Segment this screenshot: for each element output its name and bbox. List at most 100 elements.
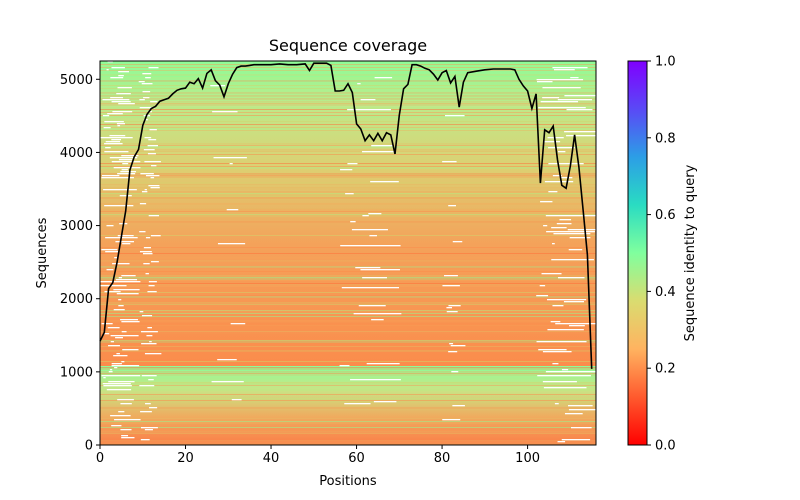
heatmap-row (100, 121, 596, 122)
heatmap-gap (538, 349, 567, 351)
heatmap-gap (149, 407, 158, 409)
heatmap-row (100, 325, 596, 326)
heatmap-row (100, 124, 596, 125)
heatmap-gap (120, 171, 137, 173)
heatmap-gap (106, 269, 114, 271)
heatmap-gap (148, 185, 160, 187)
heatmap-gap (566, 109, 593, 111)
heatmap-gap (121, 275, 136, 277)
y-tick-label: 5000 (60, 73, 93, 88)
heatmap-gap (542, 351, 572, 353)
heatmap-gap (552, 305, 564, 307)
heatmap-row (100, 394, 596, 395)
heatmap-gap (141, 315, 153, 317)
heatmap-gap (121, 435, 129, 437)
heatmap-gap (568, 405, 593, 407)
heatmap-gap (140, 173, 154, 175)
heatmap-row (100, 401, 596, 403)
heatmap-row (100, 145, 596, 146)
heatmap-row (100, 64, 596, 65)
heatmap-row (100, 167, 596, 169)
heatmap-gap (558, 151, 566, 153)
heatmap-gap (111, 363, 122, 365)
heatmap-gap (122, 349, 139, 351)
colorbar-label: Sequence identity to query (683, 164, 698, 341)
heatmap-gap (542, 97, 560, 99)
heatmap-gap (362, 277, 387, 279)
plot-frame (99, 60, 597, 446)
heatmap-gap (108, 345, 120, 347)
heatmap-gap (140, 439, 150, 441)
heatmap-gap (212, 111, 238, 113)
heatmap-gap (118, 411, 125, 413)
heatmap-row (100, 107, 596, 109)
heatmap-gap (543, 225, 548, 227)
heatmap-row (100, 268, 596, 269)
heatmap-gap (145, 77, 151, 79)
heatmap-row (100, 187, 596, 188)
heatmap-gap (142, 73, 152, 75)
heatmap-gap (448, 305, 461, 307)
heatmap-gap (117, 173, 136, 175)
heatmap-row (100, 188, 596, 190)
heatmap-gap (149, 129, 157, 131)
heatmap-gap (340, 245, 401, 247)
heatmap-gap (548, 147, 575, 149)
heatmap-gap (449, 343, 454, 345)
heatmap-gap (105, 141, 121, 143)
heatmap-row (100, 368, 596, 370)
heatmap-gap (116, 293, 139, 295)
heatmap-gap (122, 243, 131, 245)
heatmap-gap (145, 175, 160, 177)
heatmap-gap (116, 123, 125, 125)
colorbar (627, 60, 648, 446)
heatmap-row (100, 275, 596, 277)
heatmap-row (100, 350, 596, 352)
heatmap-row (100, 313, 596, 314)
heatmap-gap (147, 153, 156, 155)
heatmap-gap (100, 285, 127, 287)
heatmap-gap (113, 289, 140, 291)
colorbar-tick-label: 0.4 (655, 285, 676, 300)
heatmap-gap (115, 279, 138, 281)
heatmap-gap (101, 175, 120, 177)
heatmap-row (100, 70, 596, 71)
heatmap-gap (151, 261, 159, 263)
heatmap-row (100, 443, 596, 445)
heatmap-gap (543, 141, 561, 143)
heatmap-gap (148, 285, 155, 287)
heatmap-gap (103, 127, 111, 129)
heatmap-gap (371, 145, 393, 147)
chart-title: Sequence coverage (269, 36, 427, 55)
heatmap-row (100, 295, 596, 296)
heatmap-row (100, 383, 596, 385)
heatmap-gap (148, 281, 157, 283)
heatmap-row (100, 143, 596, 145)
heatmap-gap (347, 163, 358, 165)
heatmap-row (100, 101, 596, 103)
coverage-line (99, 62, 593, 369)
heatmap-gap (231, 399, 242, 401)
heatmap-gap (118, 159, 133, 161)
heatmap-row (100, 182, 596, 184)
heatmap-gap (146, 335, 153, 337)
heatmap-gap (118, 75, 124, 77)
heatmap-gap (143, 97, 150, 99)
heatmap-gap (570, 77, 579, 79)
y-axis-ticks: 0 1000 2000 3000 4000 5000 (60, 73, 100, 454)
heatmap-gap (552, 67, 588, 69)
heatmap-gap (121, 321, 140, 323)
heatmap-gap (121, 155, 139, 157)
heatmap-gap (143, 149, 155, 151)
heatmap-gap (561, 369, 569, 371)
heatmap-row (100, 235, 596, 236)
y-tick-label: 4000 (60, 146, 93, 161)
heatmap-row (100, 98, 596, 100)
heatmap-gap (536, 295, 549, 297)
heatmap-gap (564, 131, 596, 133)
heatmap-gap (143, 247, 151, 249)
heatmap-gap (341, 287, 400, 289)
heatmap-gap (452, 241, 463, 243)
heatmap-row (100, 278, 596, 280)
heatmap-row (100, 65, 596, 67)
